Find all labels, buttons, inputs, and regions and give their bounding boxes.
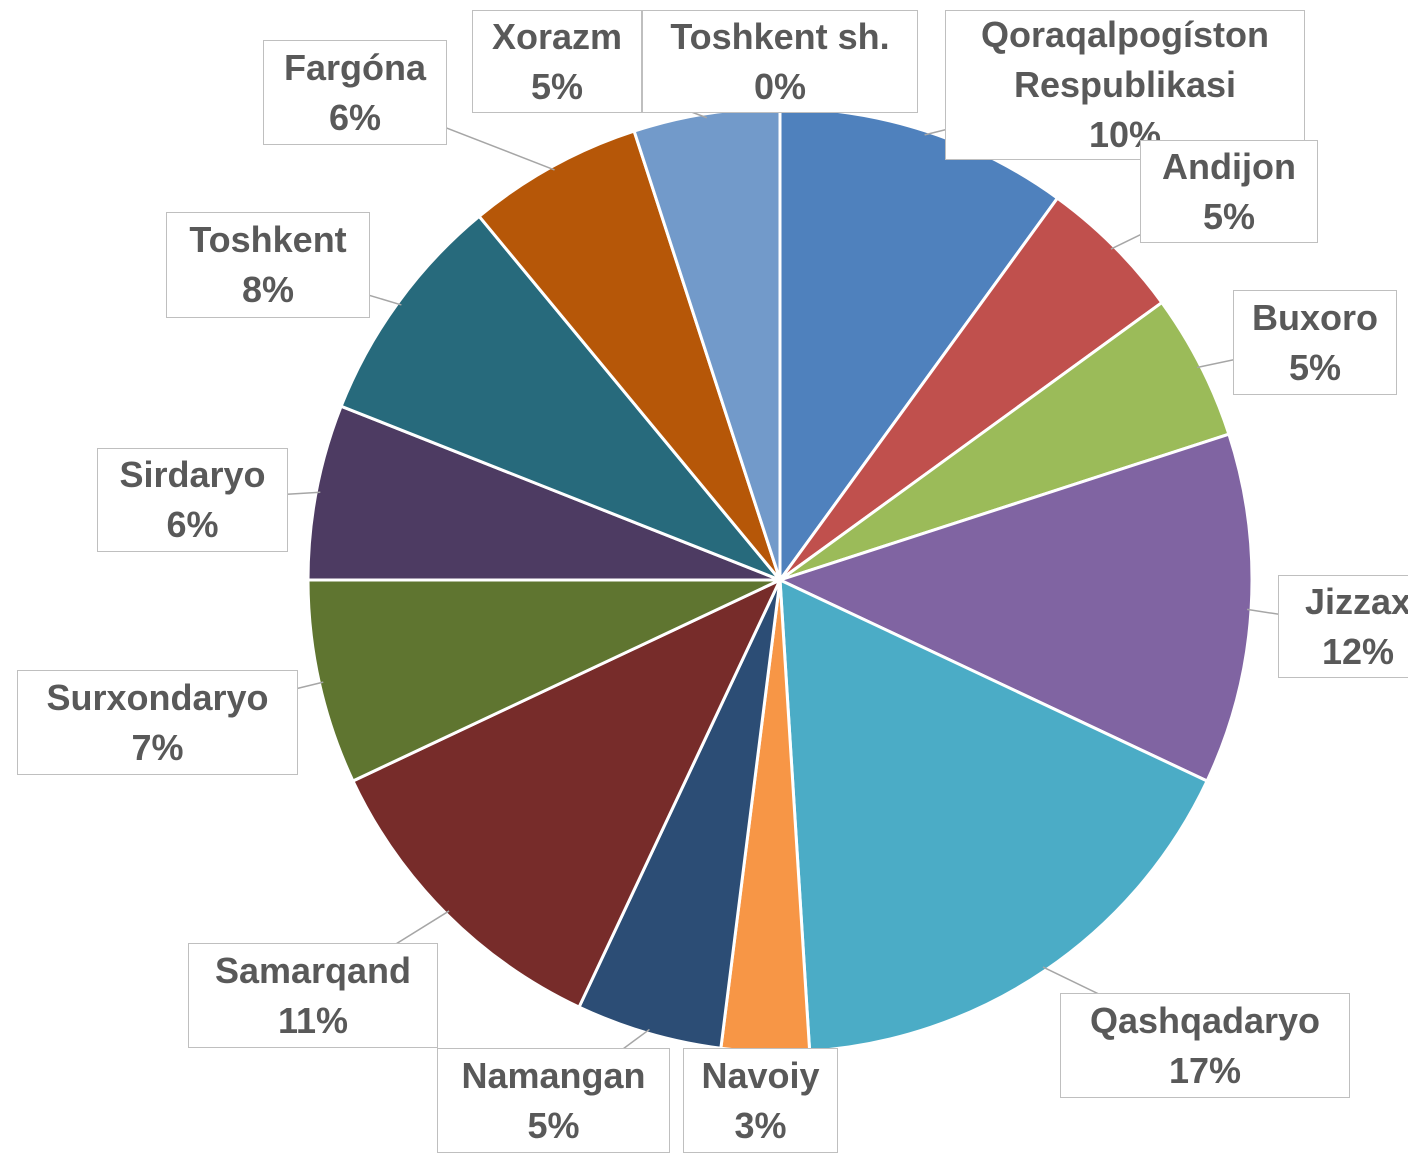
label-value: 5% bbox=[1202, 195, 1256, 237]
label-value: 8% bbox=[241, 269, 295, 310]
label-value: 6% bbox=[166, 504, 219, 545]
label-name: Xorazm bbox=[491, 15, 623, 57]
label-name: Samarqand bbox=[214, 949, 412, 991]
label-name: Andijon bbox=[1162, 145, 1296, 187]
label-value: 17% bbox=[1168, 1049, 1242, 1091]
data-label: Toshkent sh. 0% bbox=[642, 10, 918, 113]
data-label: Sirdaryo 6% bbox=[97, 448, 288, 552]
label-name: Sirdaryo bbox=[119, 454, 266, 495]
pie-slice bbox=[350, 576, 784, 1010]
data-label: Xorazm 5% bbox=[472, 10, 642, 113]
label-value: 0% bbox=[753, 65, 807, 107]
data-label: Navoiy 3% bbox=[683, 1048, 838, 1153]
label-value: 3% bbox=[734, 1104, 787, 1146]
label-value: 11% bbox=[277, 999, 349, 1041]
data-label: Andijon 5% bbox=[1140, 140, 1318, 243]
data-label: Samarqand 11% bbox=[188, 943, 438, 1048]
label-name: Navoiy bbox=[701, 1054, 820, 1096]
pie-slice bbox=[778, 577, 1210, 1053]
pie-slice bbox=[577, 579, 782, 1050]
label-value: 7% bbox=[131, 726, 184, 768]
pie-slice bbox=[477, 129, 782, 581]
label-value: 12% bbox=[1321, 630, 1395, 672]
label-name: Toshkent bbox=[189, 219, 347, 260]
label-name: Fargóna bbox=[283, 46, 426, 88]
label-value: 5% bbox=[530, 65, 584, 107]
data-label: Buxoro 5% bbox=[1233, 290, 1397, 395]
label-value: 5% bbox=[1288, 346, 1342, 388]
data-label: Surxondaryo 7% bbox=[17, 670, 298, 775]
data-label: Qoraqalpogíston Respublikasi 10% bbox=[945, 10, 1305, 160]
pie-slice bbox=[306, 404, 781, 582]
label-name: Qashqadaryo bbox=[1089, 999, 1321, 1041]
data-label: Fargóna 6% bbox=[263, 40, 447, 145]
label-name: Surxondaryo bbox=[46, 676, 269, 718]
pie-slice bbox=[339, 214, 782, 582]
label-name: Toshkent sh. bbox=[670, 15, 890, 57]
data-label: Jizzax 12% bbox=[1278, 575, 1408, 678]
pie-slice bbox=[779, 300, 1231, 582]
label-value: 5% bbox=[527, 1104, 580, 1146]
label-name: Namangan bbox=[461, 1054, 646, 1096]
data-label: Namangan 5% bbox=[437, 1048, 670, 1153]
data-label: Qashqadaryo 17% bbox=[1060, 993, 1350, 1098]
label-name: Jizzax bbox=[1304, 580, 1408, 622]
data-label: Toshkent 8% bbox=[166, 212, 370, 318]
label-value: 6% bbox=[328, 96, 382, 138]
label-name: Buxoro bbox=[1252, 296, 1378, 338]
pie-slice bbox=[778, 196, 1164, 582]
label-name: Qoraqalpogíston Respublikasi bbox=[981, 14, 1269, 105]
